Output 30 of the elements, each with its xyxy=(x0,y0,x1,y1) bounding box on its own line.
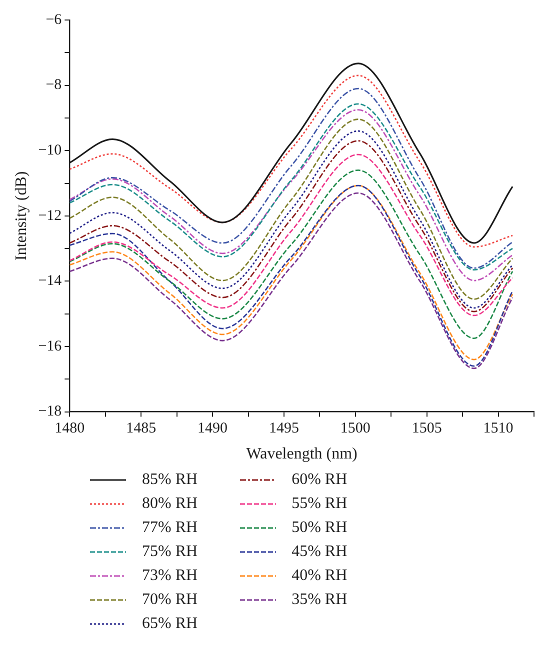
y-tick-label: −14 xyxy=(38,273,62,290)
x-tick-label: 1480 xyxy=(54,420,85,437)
legend-label: 40% RH xyxy=(292,567,348,585)
legend-label: 80% RH xyxy=(142,495,198,513)
x-tick-label: 1510 xyxy=(483,420,514,437)
line-series xyxy=(70,169,514,340)
y-tick-label: −18 xyxy=(38,404,62,420)
legend-label: 85% RH xyxy=(142,471,198,489)
y-axis-title: Intensity (dB) xyxy=(12,171,30,261)
legend-label: 55% RH xyxy=(292,495,348,513)
legend-label: 73% RH xyxy=(142,567,198,585)
x-tick-label: 1485 xyxy=(126,420,156,437)
y-tick-label: −8 xyxy=(46,77,62,94)
legend-label: 70% RH xyxy=(142,591,198,609)
x-tick-label: 1500 xyxy=(340,420,370,437)
legend-label: 45% RH xyxy=(292,543,348,561)
x-tick-label: 1505 xyxy=(412,420,442,437)
legend-label: 75% RH xyxy=(142,543,198,561)
x-axis-title: Wavelength (nm) xyxy=(246,446,358,463)
legend-label: 77% RH xyxy=(142,519,198,537)
y-tick-label: −16 xyxy=(38,338,62,354)
y-tick-label: −10 xyxy=(38,142,62,159)
legend-label: 35% RH xyxy=(292,591,348,609)
y-tick-label: −12 xyxy=(38,208,62,224)
legend-label: 50% RH xyxy=(292,519,348,537)
legend-label: 65% RH xyxy=(142,615,198,633)
x-tick-label: 1490 xyxy=(198,420,228,437)
x-tick-label: 1495 xyxy=(268,420,299,437)
y-tick-label: −6 xyxy=(46,12,62,28)
legend-label: 60% RH xyxy=(292,471,348,489)
